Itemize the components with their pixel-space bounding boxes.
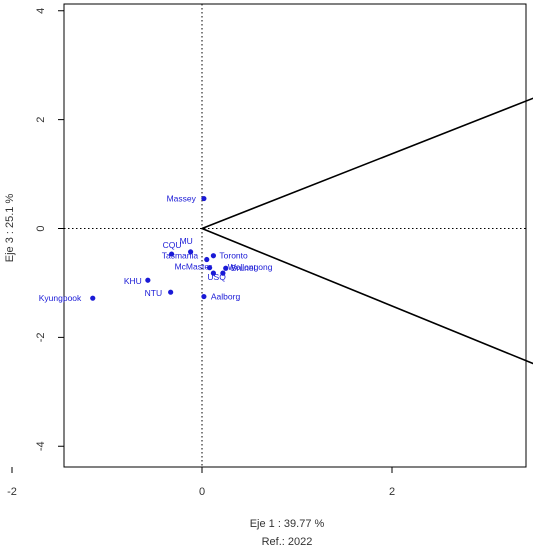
point-label: MU — [180, 236, 193, 246]
variable-vectors: GenderInequalities — [201, 97, 533, 365]
point-label: Toronto — [219, 251, 248, 261]
data-point — [220, 270, 226, 276]
data-point — [145, 277, 151, 283]
x-tick-label: 0 — [199, 486, 205, 498]
data-point — [90, 295, 96, 301]
data-point — [169, 251, 175, 257]
y-tick-label: 4 — [35, 8, 47, 14]
y-axis-ticks: -4 -2 0 2 4 — [35, 8, 64, 451]
point-label: Tasmania — [162, 251, 199, 261]
point-label: Kyungpook — [39, 293, 82, 303]
data-point — [201, 293, 207, 300]
y-tick-label: -4 — [35, 441, 47, 451]
point-label: NTU — [145, 288, 162, 298]
data-point — [168, 289, 174, 295]
plot-frame — [63, 3, 527, 468]
point-label: McMaster — [175, 262, 212, 272]
vector-arrow — [201, 227, 533, 365]
data-point — [210, 253, 216, 259]
data-point — [210, 270, 216, 276]
data-point — [204, 256, 210, 263]
x-axis-ticks: -20246 — [7, 467, 395, 498]
point-label: Massey — [167, 194, 197, 204]
y-tick-label: 0 — [35, 225, 47, 231]
data-point — [201, 195, 207, 202]
y-tick-label: -2 — [35, 332, 47, 342]
point-label: KHU — [124, 276, 142, 286]
point-label: Aalborg — [211, 292, 241, 302]
x-axis-title: Eje 1 : 39.77 % — [250, 518, 325, 530]
point-label: USQ — [207, 272, 226, 282]
data-point — [223, 265, 229, 271]
point-label: Wollongong — [228, 262, 273, 272]
reference-lines — [64, 4, 526, 467]
x-axis-subtitle: Ref.: 2022 — [262, 536, 313, 548]
x-tick-label: -2 — [7, 486, 17, 498]
vector-arrow — [201, 97, 533, 230]
y-axis-title: Eje 3 : 25.1 % — [4, 194, 16, 263]
plot-border — [63, 3, 527, 468]
point-label: Brunel — [231, 263, 256, 273]
data-point — [207, 265, 213, 271]
data-point — [188, 249, 194, 255]
point-label: CQU — [163, 240, 182, 250]
y-tick-label: 2 — [35, 117, 47, 123]
x-tick-label: 2 — [389, 486, 395, 498]
